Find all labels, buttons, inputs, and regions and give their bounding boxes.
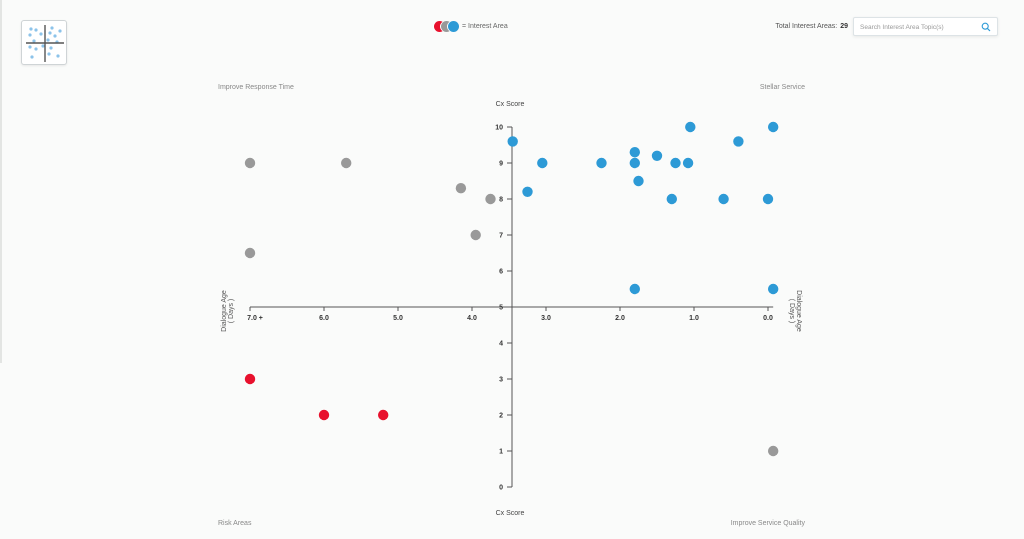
data-point-blue[interactable]: [685, 121, 696, 133]
x-axis-label-left-line2: ( Days ): [228, 299, 235, 324]
y-tick-label: 7: [499, 233, 503, 240]
y-tick-label: 2: [499, 413, 503, 420]
y-axis-label-bottom: Cx Score: [496, 510, 525, 517]
data-point-blue[interactable]: [651, 150, 663, 161]
quadrant-thumbnail-button[interactable]: [21, 20, 67, 65]
x-tick-label: 7.0 +: [247, 315, 263, 322]
x-tick-label: 5.0: [393, 315, 403, 322]
quadrant-label-bottom-left: Risk Areas: [218, 520, 252, 527]
x-tick-label: 0.0: [763, 315, 773, 322]
legend-label: = Interest Area: [462, 23, 508, 30]
y-tick-label: 8: [499, 197, 503, 204]
y-tick-label: 0: [499, 485, 503, 492]
data-point-gray[interactable]: [244, 157, 256, 169]
x-axis-label-left: Dialogue Age( Days ): [221, 290, 235, 332]
x-axis-label-left-line1: Dialogue Age: [221, 290, 228, 332]
legend-blue-dot: [448, 21, 459, 32]
x-tick-label: 3.0: [541, 315, 551, 322]
x-tick-label: 6.0: [319, 315, 329, 322]
data-point-blue[interactable]: [629, 283, 640, 295]
left-edge-divider: [0, 0, 2, 363]
total-interest-areas: Total Interest Areas: 29: [775, 23, 848, 30]
data-point-blue[interactable]: [633, 175, 644, 187]
data-point-red[interactable]: [318, 409, 330, 421]
data-point-blue[interactable]: [537, 157, 548, 169]
legend-gray-dot: [441, 21, 452, 32]
x-tick-label: 2.0: [615, 315, 625, 322]
y-tick-label: 4: [499, 341, 503, 348]
data-point-blue[interactable]: [522, 186, 533, 197]
data-point-gray[interactable]: [485, 193, 496, 205]
data-point-blue[interactable]: [666, 193, 677, 205]
total-label: Total Interest Areas:: [775, 23, 838, 30]
data-point-blue[interactable]: [767, 121, 779, 133]
y-tick-label: 1: [499, 449, 503, 456]
data-point-blue[interactable]: [670, 157, 681, 169]
data-point-gray[interactable]: [244, 247, 256, 259]
total-count: 29: [840, 23, 848, 30]
legend-color-dots: [434, 21, 459, 32]
data-point-blue[interactable]: [718, 193, 729, 205]
quadrant-thumbnail-icon: [26, 25, 64, 62]
quadrant-label-bottom-right: Improve Service Quality: [730, 520, 805, 527]
y-tick-label: 9: [499, 161, 503, 168]
data-point-gray[interactable]: [341, 157, 352, 169]
legend: = Interest Area: [434, 20, 508, 33]
data-point-blue[interactable]: [629, 147, 640, 158]
search-input[interactable]: [860, 21, 978, 33]
data-point-blue[interactable]: [629, 157, 640, 169]
data-point-gray[interactable]: [767, 445, 779, 457]
data-point-blue[interactable]: [733, 136, 744, 147]
y-tick-label: 3: [499, 377, 503, 384]
y-tick-label: 6: [499, 269, 503, 276]
data-point-blue[interactable]: [507, 136, 518, 147]
y-axis-label-top: Cx Score: [496, 101, 525, 108]
data-point-blue[interactable]: [767, 283, 779, 295]
x-tick-label: 1.0: [689, 315, 699, 322]
x-axis-label-right-line2: ( Days ): [788, 299, 795, 324]
data-point-red[interactable]: [378, 409, 389, 421]
data-point-gray[interactable]: [470, 229, 481, 241]
data-point-red[interactable]: [244, 373, 256, 385]
x-axis-label-right: Dialogue Age( Days ): [788, 290, 802, 332]
y-tick-label: 10: [495, 125, 503, 132]
search-icon[interactable]: [981, 22, 991, 32]
data-point-blue[interactable]: [682, 157, 694, 169]
y-tick-label: 5: [499, 305, 503, 312]
x-tick-label: 4.0: [467, 315, 477, 322]
quadrant-label-top-right: Stellar Service: [759, 84, 805, 91]
data-point-blue[interactable]: [762, 193, 774, 205]
data-point-blue[interactable]: [596, 157, 607, 169]
legend-red-dot: [434, 21, 445, 32]
data-point-gray[interactable]: [455, 183, 467, 194]
x-axis-label-right-line1: Dialogue Age: [795, 290, 802, 332]
quadrant-label-top-left: Improve Response Time: [218, 84, 294, 91]
search-box[interactable]: [853, 17, 998, 36]
